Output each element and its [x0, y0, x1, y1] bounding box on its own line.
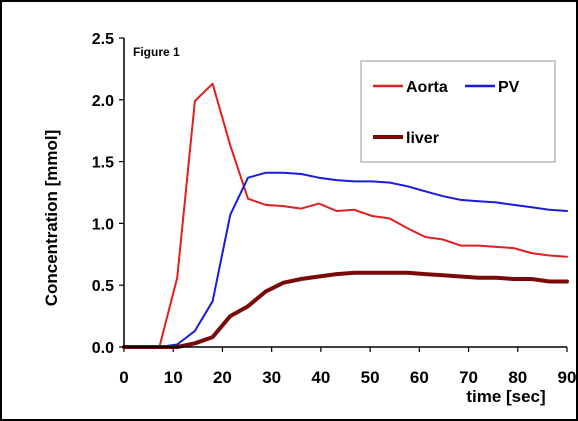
y-axis-label: Concentration [mmol]: [42, 130, 61, 307]
x-tick-label: 90: [558, 368, 577, 387]
y-ticks: 0.0 0.5 1.0 1.5 2.0 2.5: [92, 31, 124, 357]
x-tick-label: 80: [508, 368, 527, 387]
legend-label-liver: liver: [406, 130, 439, 147]
legend-label-aorta: Aorta: [406, 79, 448, 96]
x-ticks: 0 10 20 30 40 50 60 70 80 90: [119, 347, 576, 387]
y-tick-label: 2.0: [92, 93, 114, 110]
series-layer: [122, 82, 569, 349]
x-tick-label: 30: [262, 368, 281, 387]
x-tick-label: 0: [119, 368, 128, 387]
y-tick-label: 1.0: [92, 216, 114, 233]
y-tick-label: 0.0: [92, 340, 114, 357]
x-tick-label: 40: [311, 368, 330, 387]
x-tick-label: 50: [361, 368, 380, 387]
y-tick-label: 1.5: [92, 155, 114, 172]
series-line-pv: [123, 171, 568, 348]
legend: Aorta PV liver: [360, 60, 556, 163]
legend-label-pv: PV: [498, 79, 520, 96]
y-tick-label: 2.5: [92, 31, 114, 48]
x-axis-label: time [sec]: [466, 387, 545, 406]
y-tick-label: 0.5: [92, 278, 114, 295]
x-tick-label: 70: [459, 368, 478, 387]
series-line-liver: [122, 270, 569, 349]
x-tick-label: 10: [164, 368, 183, 387]
x-tick-label: 60: [410, 368, 429, 387]
series-line-aorta: [123, 82, 568, 348]
x-tick-label: 20: [213, 368, 232, 387]
axes-layer: [123, 38, 567, 348]
figure-annotation: Figure 1: [133, 45, 180, 59]
legend-box: [360, 60, 556, 163]
